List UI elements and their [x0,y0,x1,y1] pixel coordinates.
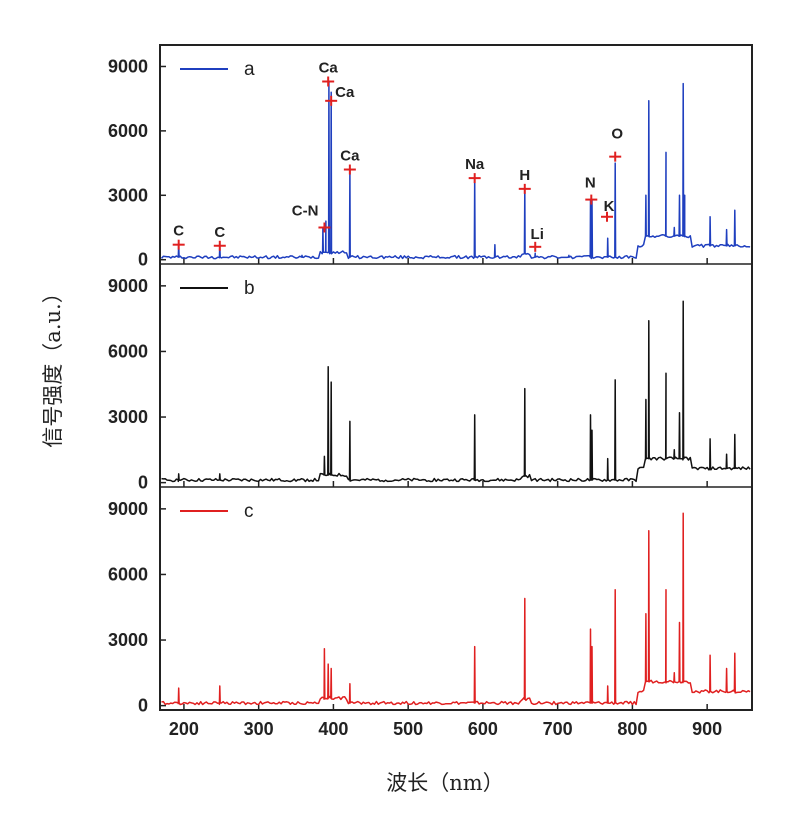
x-tick-label: 900 [692,719,722,739]
peak-marker: C [172,223,185,250]
plot-border [159,44,753,711]
peak-marker: Ca [319,60,339,87]
peak-label: Ca [335,84,355,101]
y-tick-label: 3000 [108,407,148,427]
y-tick-label: 6000 [108,341,148,361]
peak-label: C-N [292,203,319,220]
panel-a: 0 3000 6000 9000 a C C C-N Ca Ca Ca Na H Li NK O [108,56,751,270]
spectrum-line-a [160,80,751,260]
peak-marker: Ca [340,148,360,175]
y-tick-label: 9000 [108,56,148,76]
peak-marker: O [609,126,623,162]
peak-marker: H [518,167,531,194]
peak-marker: Na [465,156,485,184]
peak-label: Ca [340,148,360,165]
y-tick-label: 0 [138,696,148,716]
y-tick-label: 6000 [108,121,148,141]
spectra-panels: 0 3000 6000 9000 a C C C-N Ca Ca Ca Na H Li NK O 0 3000 60… [108,56,751,716]
peak-label: Li [531,226,544,243]
y-tick-label: 6000 [108,564,148,584]
x-axis-ticks: 200 300 400 500 600 700 800 900 [169,719,722,739]
x-tick-label: 200 [169,719,199,739]
peak-marker: Li [529,226,544,252]
plot-frame [159,44,753,711]
x-tick-label: 400 [318,719,348,739]
peak-label: C [214,224,225,241]
y-tick-label: 9000 [108,499,148,519]
panel-b: 0 3000 6000 9000 b [108,276,751,493]
peak-label: C [173,223,184,240]
y-tick-label: 3000 [108,630,148,650]
y-tick-label: 3000 [108,185,148,205]
x-tick-label: 800 [617,719,647,739]
x-tick-label: 300 [244,719,274,739]
peak-label: Ca [319,60,339,77]
x-tick-label: 600 [468,719,498,739]
y-tick-label: 0 [138,473,148,493]
peak-marker: Ca [325,84,355,106]
peak-label: N [585,175,596,192]
x-tick-label: 500 [393,719,423,739]
peak-label: H [519,167,530,184]
y-tick-label: 9000 [108,276,148,296]
peak-marker: C [213,224,226,251]
legend-label-a: a [244,59,255,80]
y-axis-title: 信号强度（a.u.） [41,282,65,447]
x-axis-title: 波长（nm） [386,771,503,795]
y-tick-label: 0 [138,250,148,270]
peak-label: O [611,126,623,143]
peak-label: Na [465,156,485,173]
spectrum-line-b [161,300,751,483]
peak-marker: K [600,198,615,222]
x-tick-label: 700 [543,719,573,739]
peak-marker: N [585,175,598,205]
panel-c: 0 3000 6000 9000 c [108,499,751,716]
peak-label: K [604,198,615,215]
spectrum-line-c [161,512,751,706]
legend-label-c: c [244,501,254,522]
legend-label-b: b [244,278,255,299]
peak-marker: C-N [292,203,331,233]
